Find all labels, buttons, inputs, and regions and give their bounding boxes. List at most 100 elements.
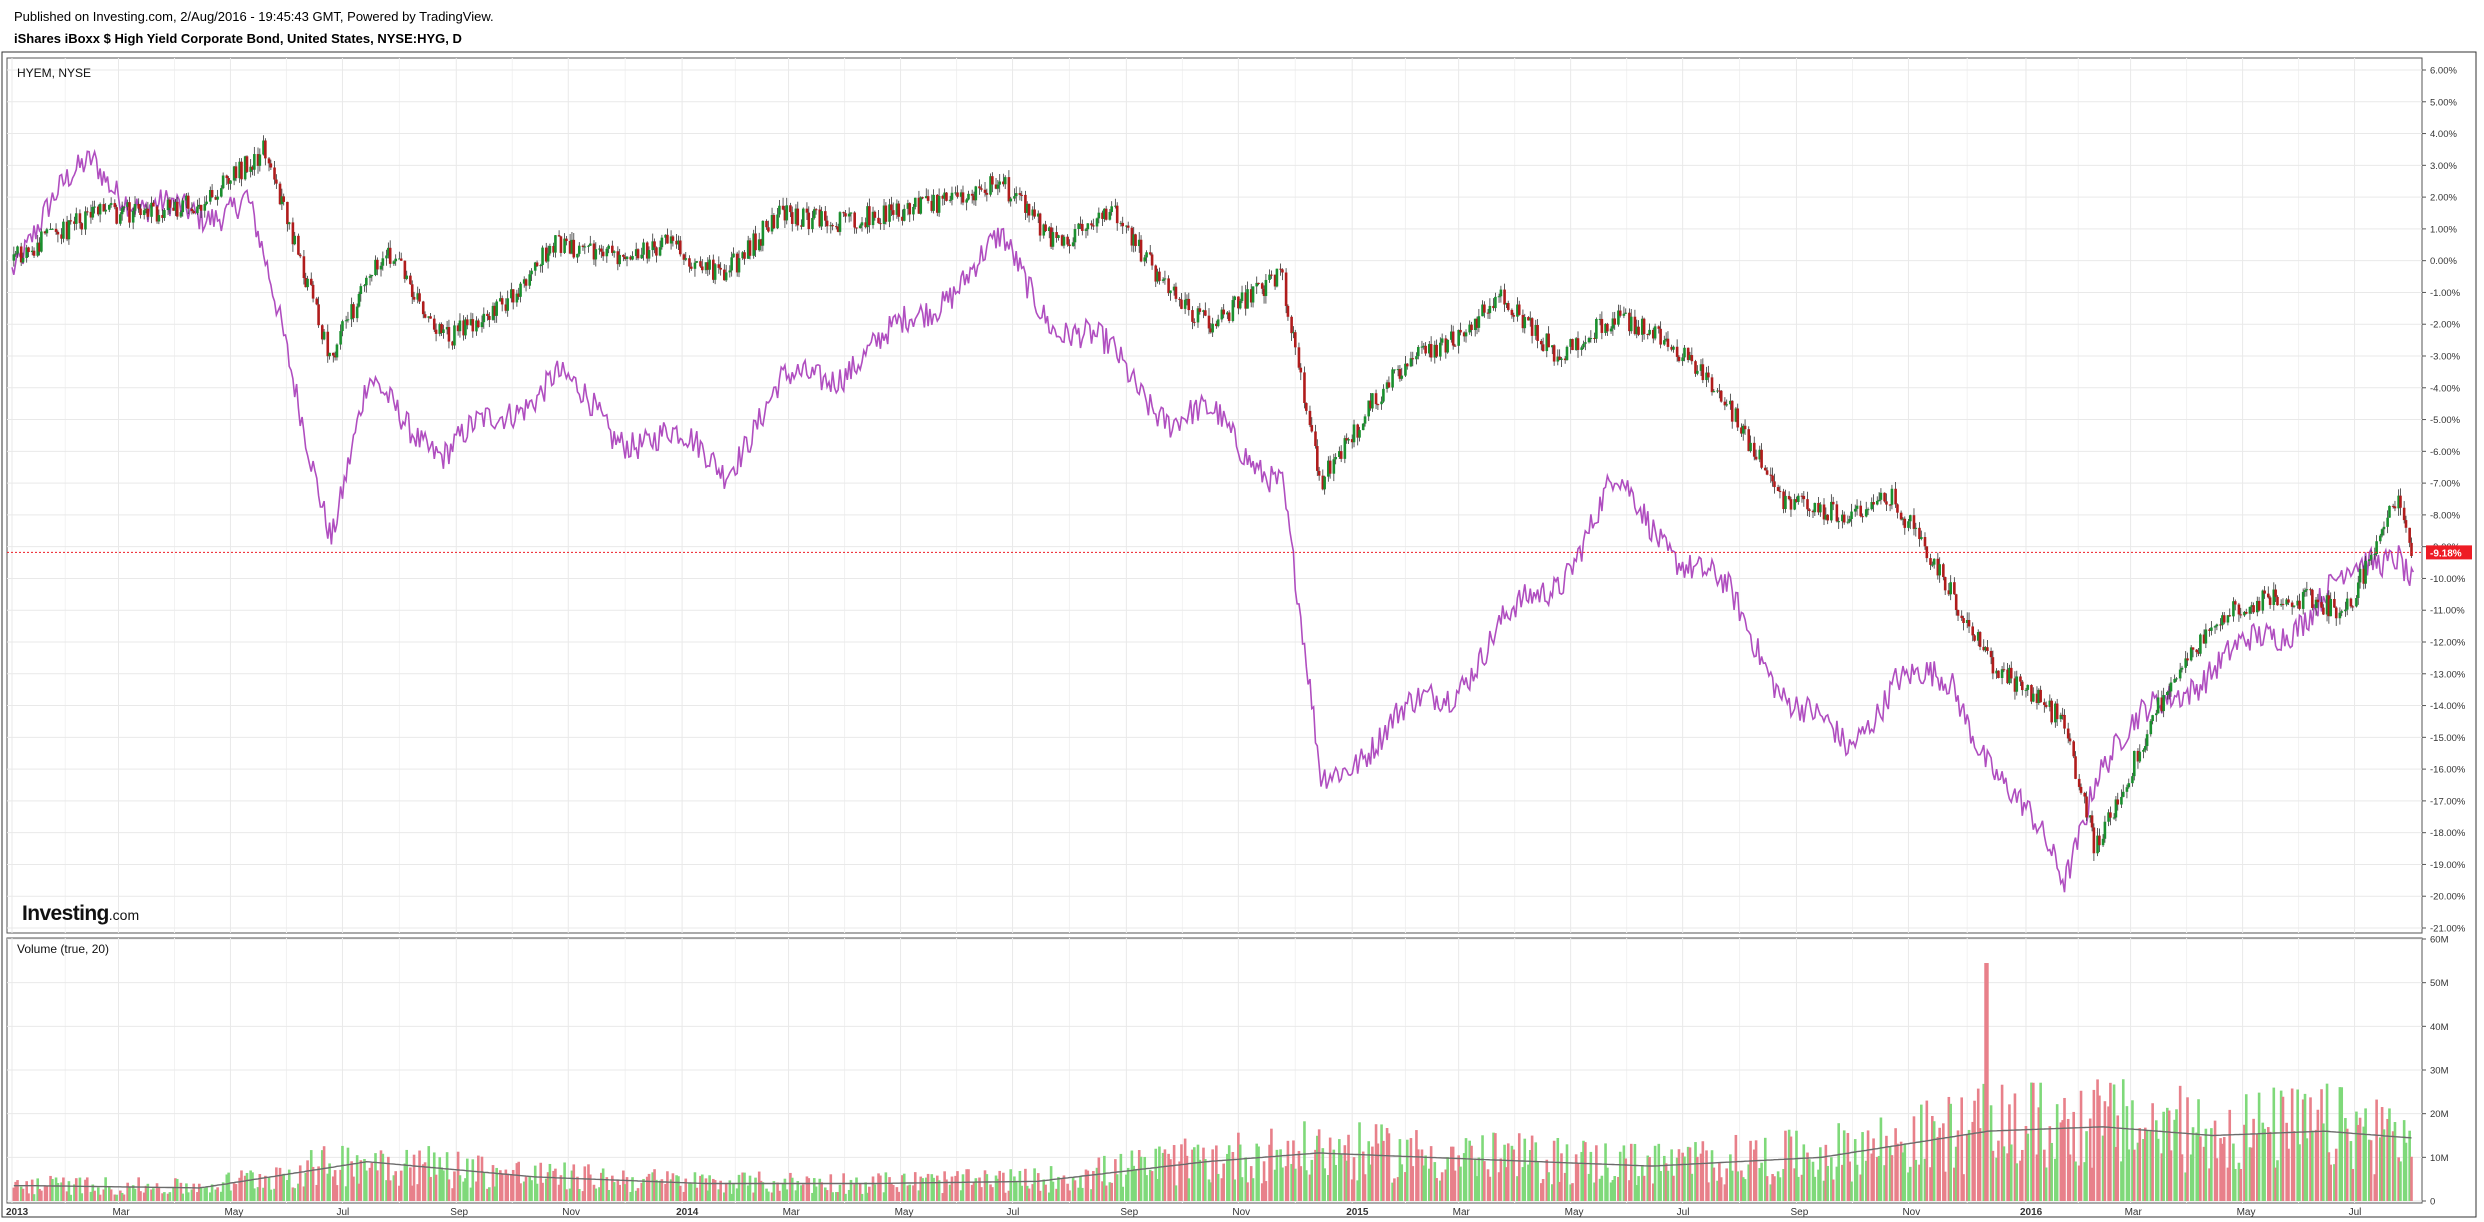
volume-bar xyxy=(724,1182,728,1201)
volume-bar xyxy=(1675,1157,1679,1201)
volume-bar xyxy=(576,1176,579,1201)
candle-down xyxy=(2083,792,2087,797)
candle-down xyxy=(2257,600,2261,611)
candle-up xyxy=(25,247,28,258)
volume-bar xyxy=(432,1152,436,1201)
volume-bar xyxy=(2362,1126,2366,1201)
candle-down xyxy=(1090,223,1093,226)
volume-bar xyxy=(1268,1144,1271,1201)
volume-bar xyxy=(1451,1146,1455,1201)
candle-up xyxy=(902,208,906,221)
volume-y-tick-label: 60M xyxy=(2430,935,2449,946)
candle-down xyxy=(1539,340,1543,345)
volume-bar xyxy=(1404,1172,1407,1201)
candle-up xyxy=(640,254,644,259)
volume-bar xyxy=(723,1192,726,1201)
candle-up xyxy=(381,258,385,266)
candle-down xyxy=(2399,495,2402,508)
candle-up xyxy=(598,248,601,250)
volume-bar xyxy=(1049,1166,1053,1201)
candle-down xyxy=(1356,424,1359,438)
candle-down xyxy=(1752,442,1756,457)
volume-bar xyxy=(1174,1185,1178,1201)
candle-down xyxy=(1787,495,1791,500)
candle-down xyxy=(653,241,656,248)
volume-bar xyxy=(471,1159,475,1201)
candle-up xyxy=(1415,356,1418,360)
candle-up xyxy=(445,327,449,330)
candle-up xyxy=(12,254,16,261)
volume-bar xyxy=(1747,1164,1751,1201)
candle-down xyxy=(161,215,164,218)
volume-bar xyxy=(712,1178,715,1201)
candle-up xyxy=(577,245,581,254)
candle-down xyxy=(759,239,763,246)
y-tick-label: 2.00% xyxy=(2430,193,2457,204)
volume-bar xyxy=(1104,1185,1108,1201)
candle-down xyxy=(682,254,686,260)
volume-bar xyxy=(2239,1169,2243,1201)
volume-bar xyxy=(311,1166,315,1201)
volume-bar xyxy=(309,1150,313,1201)
volume-bar xyxy=(1255,1143,1259,1201)
candle-down xyxy=(1701,364,1705,381)
volume-bar xyxy=(796,1181,800,1201)
volume-bar xyxy=(293,1188,297,1201)
volume-bar xyxy=(1795,1130,1798,1201)
volume-bar xyxy=(877,1173,880,1201)
volume-bar xyxy=(836,1192,840,1201)
volume-bar xyxy=(302,1186,306,1201)
volume-bar xyxy=(322,1146,326,1201)
volume-bar xyxy=(2285,1122,2288,1201)
volume-bar xyxy=(1973,1100,1976,1201)
volume-bar xyxy=(240,1170,243,1201)
volume-bar xyxy=(1020,1185,1024,1201)
candle-down xyxy=(544,247,548,262)
volume-bar xyxy=(2077,1165,2081,1201)
volume-bar xyxy=(1374,1124,1378,1201)
volume-bar xyxy=(1339,1154,1343,1201)
volume-bar xyxy=(2155,1120,2158,1201)
volume-bar xyxy=(355,1155,359,1201)
volume-bar xyxy=(175,1178,179,1201)
volume-bar xyxy=(2032,1082,2035,1201)
candle-down xyxy=(1606,323,1609,332)
volume-bar xyxy=(2272,1087,2276,1201)
candle-down xyxy=(1675,346,1679,357)
volume-bar xyxy=(1683,1156,1686,1201)
candle-up xyxy=(442,329,445,333)
candle-up xyxy=(1363,416,1367,424)
candle-up xyxy=(2167,691,2171,693)
candle-up xyxy=(2250,605,2254,607)
volume-bar xyxy=(1521,1167,1525,1201)
candle-up xyxy=(2059,714,2063,720)
candle-down xyxy=(1451,331,1455,346)
candle-down xyxy=(96,206,100,215)
candle-down xyxy=(1925,546,1929,559)
candle-down xyxy=(1754,456,1758,460)
volume-bar xyxy=(671,1173,675,1201)
volume-bar xyxy=(291,1187,295,1201)
volume-bar xyxy=(192,1183,196,1201)
volume-bar xyxy=(1743,1179,1747,1201)
candle-down xyxy=(818,209,822,227)
volume-bar xyxy=(849,1179,853,1201)
volume-bar xyxy=(1244,1157,1248,1201)
volume-bar xyxy=(172,1187,175,1201)
candle-up xyxy=(1268,274,1271,280)
volume-bar xyxy=(1154,1148,1158,1201)
volume-bar xyxy=(1528,1150,1532,1201)
volume-bar xyxy=(941,1193,945,1201)
x-tick-label: 2014 xyxy=(676,1207,699,1218)
volume-bar xyxy=(486,1188,489,1201)
candle-up xyxy=(2356,582,2360,599)
candle-up xyxy=(157,215,161,222)
volume-bar xyxy=(346,1147,350,1201)
volume-bar xyxy=(935,1175,939,1201)
volume-bar xyxy=(161,1193,164,1201)
candle-down xyxy=(873,211,877,218)
volume-bar xyxy=(1822,1180,1826,1201)
candle-up xyxy=(539,265,543,267)
volume-bar xyxy=(166,1193,170,1201)
